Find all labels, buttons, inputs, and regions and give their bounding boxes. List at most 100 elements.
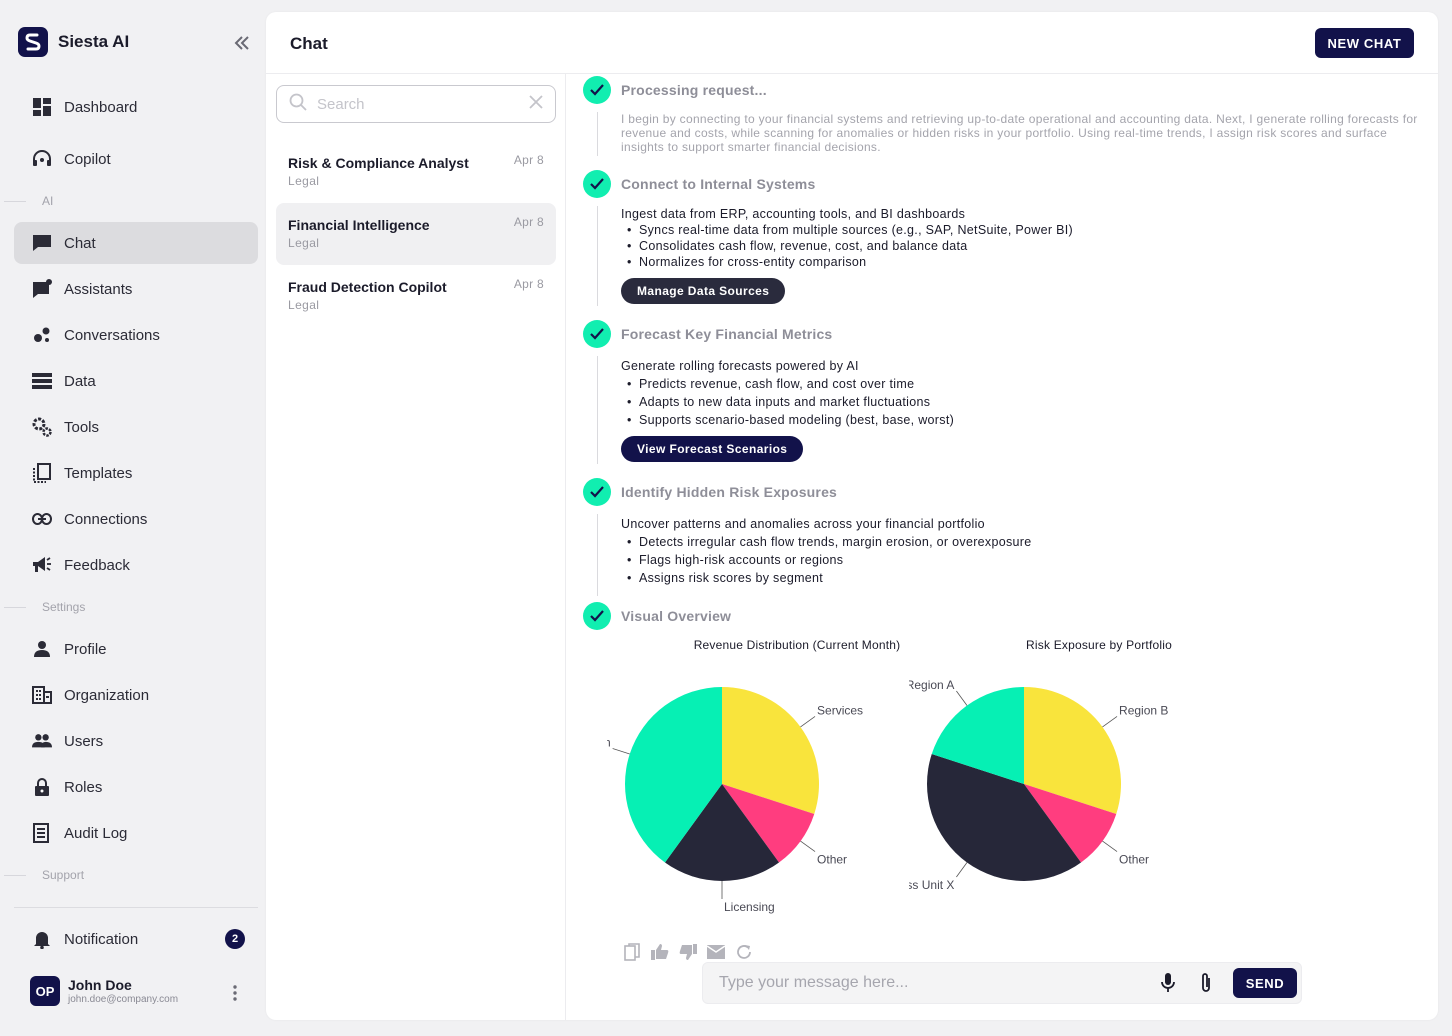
email-icon[interactable] [706,942,726,962]
conversation-category: Legal [288,174,320,188]
sidebar-item-users[interactable]: Users [14,720,258,762]
pie-slice [931,687,1024,784]
log-icon [32,823,52,843]
collapse-sidebar-icon[interactable] [232,33,252,53]
list-item: Syncs real-time data from multiple sourc… [627,222,1073,238]
clear-icon[interactable] [529,94,543,114]
step-connector [597,112,598,156]
database-icon [32,371,52,391]
assistant-icon [32,279,52,299]
sidebar-item-copilot[interactable]: Copilot [14,138,258,180]
sidebar-item-notification[interactable]: Notification [14,918,258,960]
sidebar-item-templates[interactable]: Templates [14,452,258,494]
pie-label-leader [1102,716,1118,728]
sidebar-item-label: Chat [64,234,96,252]
message-composer: SEND [702,962,1302,1004]
attachment-icon[interactable] [1195,972,1217,994]
chat-icon [32,233,52,253]
search-icon [289,93,307,116]
conversation-title: Risk & Compliance Analyst [288,155,469,171]
chart-title: Risk Exposure by Portfolio [1026,638,1172,652]
pie-label: Other [817,853,847,867]
list-item: Adapts to new data inputs and market flu… [627,393,954,411]
sidebar-item-audit-log[interactable]: Audit Log [14,812,258,854]
sidebar-item-conversations[interactable]: Conversations [14,314,258,356]
check-icon [583,478,611,506]
person-icon [32,639,52,659]
conversation-title: Financial Intelligence [288,217,430,233]
sidebar-item-label: Templates [64,464,133,482]
sidebar-item-organization[interactable]: Organization [14,674,258,716]
conversation-date: Apr 8 [513,153,544,167]
list-item: Flags high-risk accounts or regions [627,551,1032,569]
sidebar-item-data[interactable]: Data [14,360,258,402]
check-icon [583,170,611,198]
bell-icon [32,929,52,949]
conversation-category: Legal [288,298,320,312]
list-item: Normalizes for cross-entity comparison [627,254,1073,270]
sidebar-item-assistants[interactable]: Assistants [14,268,258,310]
search-input[interactable] [317,95,519,113]
conversation-category: Legal [288,236,320,250]
chat-content: Processing request... I begin by connect… [567,74,1438,1020]
users-icon [32,731,52,751]
search-box [276,85,556,123]
sidebar-item-connections[interactable]: Connections [14,498,258,540]
sidebar-item-profile[interactable]: Profile [14,628,258,670]
sidebar-item-label: Feedback [64,556,130,574]
pie-label: Region A [909,678,954,692]
refresh-icon[interactable] [734,942,754,962]
pie-label: Business Unit X [909,878,954,892]
sidebar-item-label: Roles [64,778,103,796]
sidebar-item-chat[interactable]: Chat [14,222,258,264]
step-body: Generate rolling forecasts powered by AI… [621,357,954,429]
sidebar-item-label: Organization [64,686,150,704]
pie-label-leader [956,862,968,878]
pie-label: Licensing [724,900,775,914]
sidebar-item-label: Notification [64,930,139,948]
sidebar-item-label: Copilot [64,150,111,168]
more-options-icon[interactable] [231,984,239,1002]
megaphone-icon [32,555,52,575]
new-chat-button[interactable]: NEW CHAT [1315,28,1414,58]
thumbs-up-icon[interactable] [650,942,670,962]
conversation-item[interactable]: Fraud Detection Copilot Legal Apr 8 [276,265,556,327]
pie-slice [927,754,1082,881]
sidebar-item-dashboard[interactable]: Dashboard [14,86,258,128]
bubbles-icon [32,325,52,345]
view-forecast-scenarios-button[interactable]: View Forecast Scenarios [621,436,804,462]
avatar: OP [30,976,60,1006]
conversation-item[interactable]: Risk & Compliance Analyst Legal Apr 8 [276,141,556,203]
sidebar-item-label: Data [64,372,96,390]
pie-label: Other [1119,853,1149,867]
step-connector [597,206,598,306]
sidebar: Siesta AI Dashboard Copilot AI Chat Assi… [0,0,266,1036]
sidebar-item-feedback[interactable]: Feedback [14,544,258,586]
thumbs-down-icon[interactable] [678,942,698,962]
step-title: Identify Hidden Risk Exposures [621,484,838,500]
sidebar-item-roles[interactable]: Roles [14,766,258,808]
check-icon [583,76,611,104]
pie-slice [1024,687,1121,814]
step-title: Visual Overview [621,608,732,624]
manage-data-sources-button[interactable]: Manage Data Sources [621,278,786,304]
conversation-item[interactable]: Financial Intelligence Legal Apr 8 [276,203,556,265]
user-profile[interactable]: OP John Doe john.doe@company.com [30,976,178,1006]
conversation-date: Apr 8 [513,215,544,229]
copy-icon[interactable] [622,942,642,962]
sidebar-item-tools[interactable]: Tools [14,406,258,448]
list-item: Assigns risk scores by segment [627,569,1032,587]
step-title: Processing request... [621,82,767,98]
sidebar-item-label: Conversations [64,326,160,344]
microphone-icon[interactable] [1157,972,1179,994]
send-button[interactable]: SEND [1233,968,1297,998]
brand-name: Siesta AI [58,32,130,51]
header: Chat NEW CHAT [266,12,1438,74]
message-input[interactable] [719,974,1157,992]
step-connector [597,514,598,596]
step-body: Ingest data from ERP, accounting tools, … [621,206,1073,270]
step-description: I begin by connecting to your financial … [621,112,1418,154]
check-icon [583,602,611,630]
pie-slice [722,687,819,814]
risk-pie-chart: Region B Other Business Unit X Region A [909,678,1168,892]
